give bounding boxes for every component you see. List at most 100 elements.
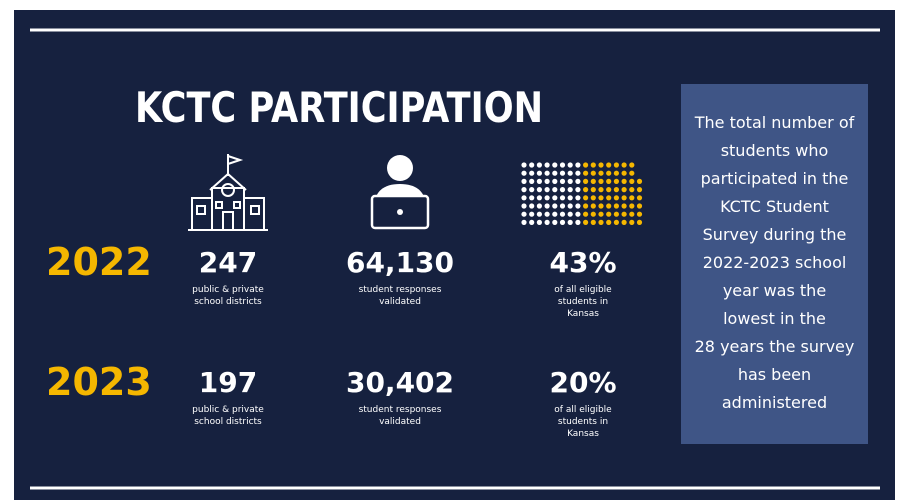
dot <box>613 170 620 176</box>
dot <box>590 178 596 184</box>
dot <box>583 178 589 184</box>
dot <box>629 187 635 193</box>
dot <box>583 187 589 193</box>
dot <box>529 219 535 225</box>
note-line: 2022-2023 school <box>703 253 847 272</box>
stat-value: 20% <box>549 366 616 399</box>
dot <box>590 211 596 217</box>
year: 2023 <box>46 360 152 404</box>
note-box <box>681 84 868 444</box>
dot <box>552 170 558 176</box>
dot <box>590 219 596 225</box>
dot <box>606 195 612 201</box>
dot <box>606 170 612 176</box>
dot <box>529 162 535 168</box>
dot <box>567 219 573 225</box>
dot <box>521 162 527 168</box>
dot <box>606 178 612 184</box>
note-line: year was the <box>723 281 826 300</box>
dot <box>521 211 527 217</box>
note-line: The total number of <box>694 113 855 132</box>
dot <box>567 170 573 176</box>
dot <box>636 219 643 225</box>
dot <box>598 219 604 225</box>
dot <box>567 187 573 193</box>
dot <box>536 195 543 201</box>
dot <box>598 203 604 209</box>
stat-label: student responses <box>359 405 442 415</box>
dot <box>575 187 581 193</box>
dot <box>598 162 604 168</box>
dot <box>567 211 573 217</box>
stat-label: of all eligible <box>554 285 612 295</box>
dot <box>590 187 596 193</box>
dot <box>621 211 627 217</box>
dot <box>567 203 573 209</box>
dot <box>583 219 589 225</box>
dot <box>552 195 558 201</box>
dot <box>613 211 620 217</box>
dot <box>606 211 612 217</box>
dot <box>636 195 643 201</box>
stat-value: 43% <box>549 246 616 279</box>
dot <box>529 203 535 209</box>
dot <box>629 170 635 176</box>
stat-value: 247 <box>199 246 257 279</box>
dot <box>559 170 566 176</box>
dot <box>575 219 581 225</box>
dot <box>629 195 635 201</box>
dot <box>583 203 589 209</box>
stat-label: public & private <box>192 285 264 295</box>
dot <box>575 162 581 168</box>
dot <box>598 187 604 193</box>
note-line: 28 years the survey <box>695 337 855 356</box>
dot <box>529 195 535 201</box>
dot <box>529 187 535 193</box>
dot <box>621 178 627 184</box>
dot <box>544 170 550 176</box>
note-line: participated in the <box>701 169 849 188</box>
dot <box>629 211 635 217</box>
stat-label: student responses <box>359 285 442 295</box>
note-line: KCTC Student <box>720 197 829 216</box>
stat-value: 197 <box>199 366 257 399</box>
dot <box>559 187 566 193</box>
dot <box>598 170 604 176</box>
dot <box>559 178 566 184</box>
dot <box>552 219 558 225</box>
dot <box>583 195 589 201</box>
dot <box>590 170 596 176</box>
note-line: Survey during the <box>703 225 847 244</box>
dot <box>544 203 550 209</box>
dot <box>636 211 643 217</box>
dot <box>529 170 535 176</box>
dot <box>575 211 581 217</box>
dot <box>575 170 581 176</box>
dot <box>567 178 573 184</box>
dot <box>536 211 543 217</box>
kansas-dot-grid <box>521 162 643 225</box>
dot <box>559 162 566 168</box>
dot <box>613 195 620 201</box>
dot <box>636 178 643 184</box>
stat-value: 30,402 <box>346 366 454 399</box>
dot <box>613 178 620 184</box>
dot <box>567 195 573 201</box>
dot <box>583 170 589 176</box>
dot <box>536 170 543 176</box>
dot <box>536 178 543 184</box>
dot <box>613 162 620 168</box>
dot <box>629 203 635 209</box>
dot <box>521 187 527 193</box>
dot <box>536 162 543 168</box>
dot <box>629 219 635 225</box>
dot <box>583 162 589 168</box>
stat-label: validated <box>379 417 421 427</box>
person-icon <box>370 155 430 230</box>
dot <box>629 162 635 168</box>
dot <box>621 219 627 225</box>
dot <box>544 162 550 168</box>
dot <box>559 195 566 201</box>
dot <box>636 187 643 193</box>
dot <box>544 195 550 201</box>
